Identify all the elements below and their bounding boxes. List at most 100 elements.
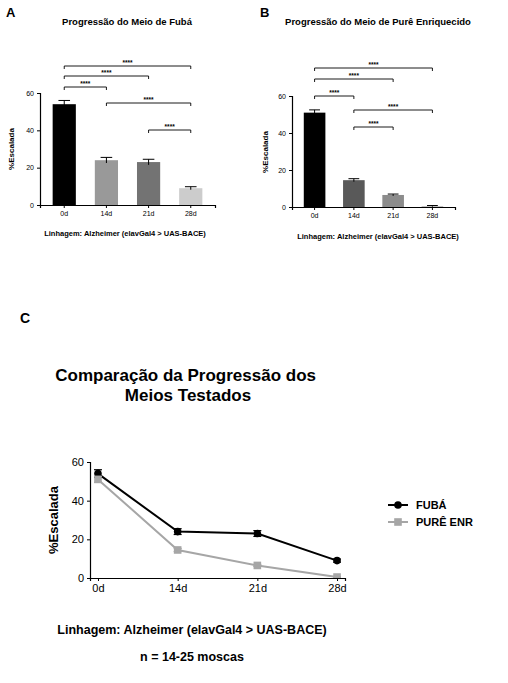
y-axis-title: %Escalada [46,485,61,554]
y-tick: 60 [26,90,40,97]
y-tick: 40 [72,495,90,507]
x-tick-label: 28d [328,582,346,594]
axis-line [41,206,216,209]
significance-label: **** [349,72,360,79]
significance-label: **** [329,89,340,96]
chart-title: Progressão do Meio de Purê Enriquecido [285,16,471,27]
x-tick-mark [178,578,179,581]
x-tick-label: 0d [60,210,68,217]
chart-panel: 02040600d14d21d28d********************BP… [260,5,471,241]
y-tick: 40 [26,127,40,134]
x-tick-label: 14d [169,582,187,594]
x-tick-label: 21d [249,582,267,594]
y-tick-label: 20 [278,167,286,174]
bars [304,110,443,207]
error-bar [94,477,102,483]
error-bar-stem [314,110,315,116]
x-tick-mark [432,207,433,210]
significance-brackets: ******************** [315,61,433,130]
legend-label: PURÊ ENR [416,516,473,528]
significance-label: **** [122,59,133,66]
point [94,476,102,484]
y-tick-mark [289,170,292,171]
legend-item: FUBÁ [388,499,447,511]
bracket [315,68,433,71]
panel-label: C [20,310,30,326]
x-axis-title: Linhagem: Alzheimer (elavGal4 > UAS-BACE… [297,232,459,241]
axis-line [91,579,346,582]
y-tick-label: 20 [26,164,34,171]
y-tick-label: 60 [278,93,286,100]
x-tick-mark [393,207,394,210]
y-tick: 60 [278,93,292,100]
x-tick-mark [148,205,149,208]
note: n = 14-25 moscas [140,650,244,664]
series-line [98,479,337,577]
x-tick: 0d [92,578,104,594]
y-tick-label: 0 [282,204,286,211]
axis-line [87,463,91,579]
x-tick: 28d [185,205,197,217]
y-tick-mark [289,96,292,97]
bar [179,188,202,205]
axis-line [289,97,293,208]
point [333,573,341,578]
bracket [64,66,191,69]
y-tick: 60 [72,456,90,468]
y-tick-mark [87,539,90,540]
x-tick-label: 21d [143,210,155,217]
y-tick-label: 60 [26,90,34,97]
error-bar-stem [106,157,107,163]
chart-title: Comparação da Progressão dos Meios Testa… [55,366,320,405]
x-tick-mark [98,578,99,581]
x-tick-mark [190,205,191,208]
x-tick-label: 14d [348,212,360,219]
x-tick-label: 0d [92,582,104,594]
x-axis: 0d 14d 21d 28d [91,578,347,594]
bar [422,206,444,207]
x-tick-label: 28d [185,210,197,217]
x-tick: 0d [60,205,68,217]
error-bar-stem [148,159,149,165]
error-bar [427,206,438,207]
bracket [315,96,354,99]
y-axis-title: %Escalada [261,131,270,173]
x-tick-mark [257,578,258,581]
chart-panel: 02040600d14d21d28d********************AP… [6,5,216,238]
x-tick: 21d [387,207,399,219]
y-tick: 20 [278,167,292,174]
significance-label: **** [101,69,112,76]
error-bar [253,531,261,537]
y-axis-title: %Escalada [7,128,16,170]
x-axis-title: Linhagem: Alzheimer (elavGal4 > UAS-BACE… [57,623,326,637]
y-axis: 0 20 40 60 [278,93,292,211]
x-tick-mark [106,205,107,208]
legend-label: FUBÁ [416,499,447,511]
y-tick-label: 0 [30,202,34,209]
background [0,0,508,683]
x-tick-mark [314,207,315,210]
point [333,557,341,565]
error-bar [388,194,399,196]
significance-brackets: ******************** [64,59,191,133]
significance-label: **** [388,103,399,110]
bar [53,104,76,205]
error-bar [143,159,155,165]
figure: 02040600d14d21d28d********************AP… [0,0,508,683]
bar [95,160,118,205]
lines [94,470,341,578]
error-bar [185,187,197,190]
x-tick: 14d [348,207,360,219]
error-bar-stem [64,100,65,107]
panel-label: B [260,5,269,20]
bars [53,100,203,205]
x-tick-label: 0d [311,212,319,219]
bracket [106,103,190,106]
x-tick: 21d [249,578,267,594]
significance-label: **** [368,61,379,68]
x-tick-label: 21d [387,212,399,219]
error-bar [348,179,359,182]
y-tick: 40 [278,130,292,137]
x-tick: 21d [143,205,155,217]
y-tick-label: 40 [72,495,84,507]
